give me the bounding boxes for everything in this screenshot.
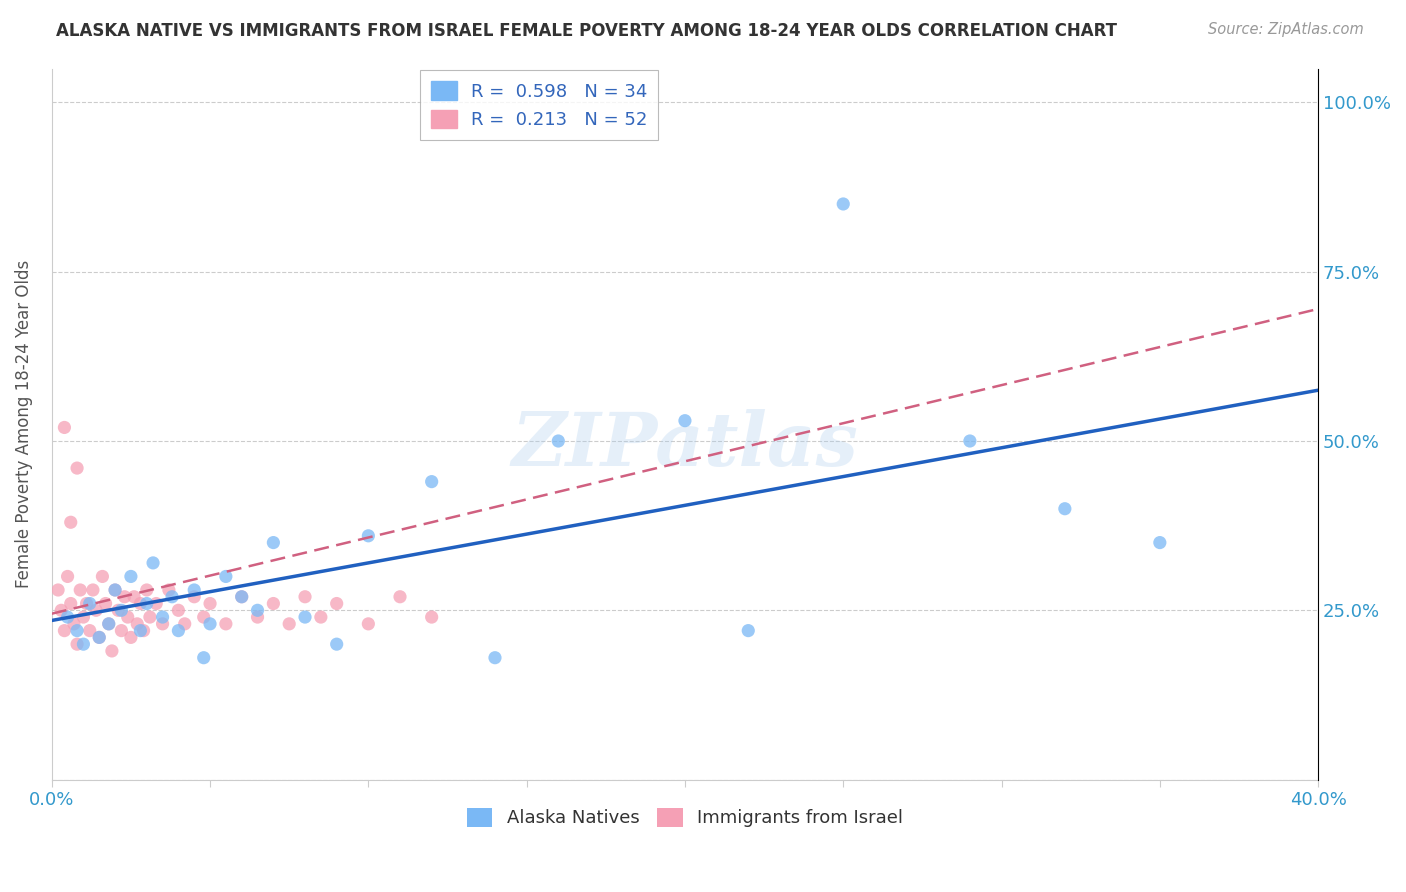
Point <box>1149 535 1171 549</box>
Point <box>198 597 221 611</box>
Point <box>198 616 221 631</box>
Point <box>246 603 269 617</box>
Point <box>120 631 142 645</box>
Point <box>51 603 73 617</box>
Point <box>193 610 215 624</box>
Point <box>1053 501 1076 516</box>
Point <box>104 582 127 597</box>
Point <box>357 529 380 543</box>
Point <box>63 616 86 631</box>
Point <box>547 434 569 448</box>
Point <box>139 610 162 624</box>
Point <box>127 616 149 631</box>
Point <box>94 597 117 611</box>
Point <box>79 597 101 611</box>
Point <box>84 603 107 617</box>
Point <box>72 610 94 624</box>
Point <box>117 610 139 624</box>
Point <box>56 569 79 583</box>
Point <box>262 535 284 549</box>
Point <box>56 610 79 624</box>
Point <box>104 582 127 597</box>
Point <box>325 637 347 651</box>
Point <box>72 637 94 651</box>
Point <box>142 556 165 570</box>
Point <box>262 597 284 611</box>
Point <box>183 582 205 597</box>
Point <box>231 590 253 604</box>
Point <box>97 616 120 631</box>
Point <box>215 569 238 583</box>
Point <box>66 461 89 475</box>
Point <box>737 624 759 638</box>
Point <box>152 616 174 631</box>
Point <box>59 597 82 611</box>
Point <box>173 616 195 631</box>
Point <box>91 569 114 583</box>
Point <box>120 569 142 583</box>
Point <box>167 624 190 638</box>
Point <box>278 616 301 631</box>
Point <box>82 582 104 597</box>
Point <box>309 610 332 624</box>
Text: ZIPatlas: ZIPatlas <box>512 409 859 482</box>
Point <box>160 590 183 604</box>
Point <box>122 590 145 604</box>
Point <box>157 582 180 597</box>
Point <box>66 637 89 651</box>
Point <box>76 597 98 611</box>
Point <box>89 631 111 645</box>
Point <box>388 590 411 604</box>
Point <box>89 631 111 645</box>
Point <box>79 624 101 638</box>
Point <box>193 650 215 665</box>
Point <box>357 616 380 631</box>
Point <box>145 597 167 611</box>
Y-axis label: Female Poverty Among 18-24 Year Olds: Female Poverty Among 18-24 Year Olds <box>15 260 32 588</box>
Point <box>215 616 238 631</box>
Point <box>673 414 696 428</box>
Point <box>69 582 91 597</box>
Point <box>246 610 269 624</box>
Point <box>110 603 132 617</box>
Point <box>294 610 316 624</box>
Point <box>294 590 316 604</box>
Point <box>484 650 506 665</box>
Text: Source: ZipAtlas.com: Source: ZipAtlas.com <box>1208 22 1364 37</box>
Point <box>231 590 253 604</box>
Point <box>135 597 157 611</box>
Point <box>53 624 76 638</box>
Point <box>110 624 132 638</box>
Point <box>129 597 152 611</box>
Point <box>46 582 69 597</box>
Point <box>832 197 855 211</box>
Legend: Alaska Natives, Immigrants from Israel: Alaska Natives, Immigrants from Israel <box>460 801 910 835</box>
Point <box>420 475 443 489</box>
Point <box>135 582 157 597</box>
Point <box>167 603 190 617</box>
Point <box>132 624 155 638</box>
Point <box>325 597 347 611</box>
Point <box>114 590 136 604</box>
Point <box>101 644 124 658</box>
Point <box>107 603 129 617</box>
Point <box>420 610 443 624</box>
Point <box>183 590 205 604</box>
Point <box>59 515 82 529</box>
Point <box>97 616 120 631</box>
Point <box>152 610 174 624</box>
Point <box>959 434 981 448</box>
Point <box>66 624 89 638</box>
Point <box>129 624 152 638</box>
Text: ALASKA NATIVE VS IMMIGRANTS FROM ISRAEL FEMALE POVERTY AMONG 18-24 YEAR OLDS COR: ALASKA NATIVE VS IMMIGRANTS FROM ISRAEL … <box>56 22 1118 40</box>
Point <box>53 420 76 434</box>
